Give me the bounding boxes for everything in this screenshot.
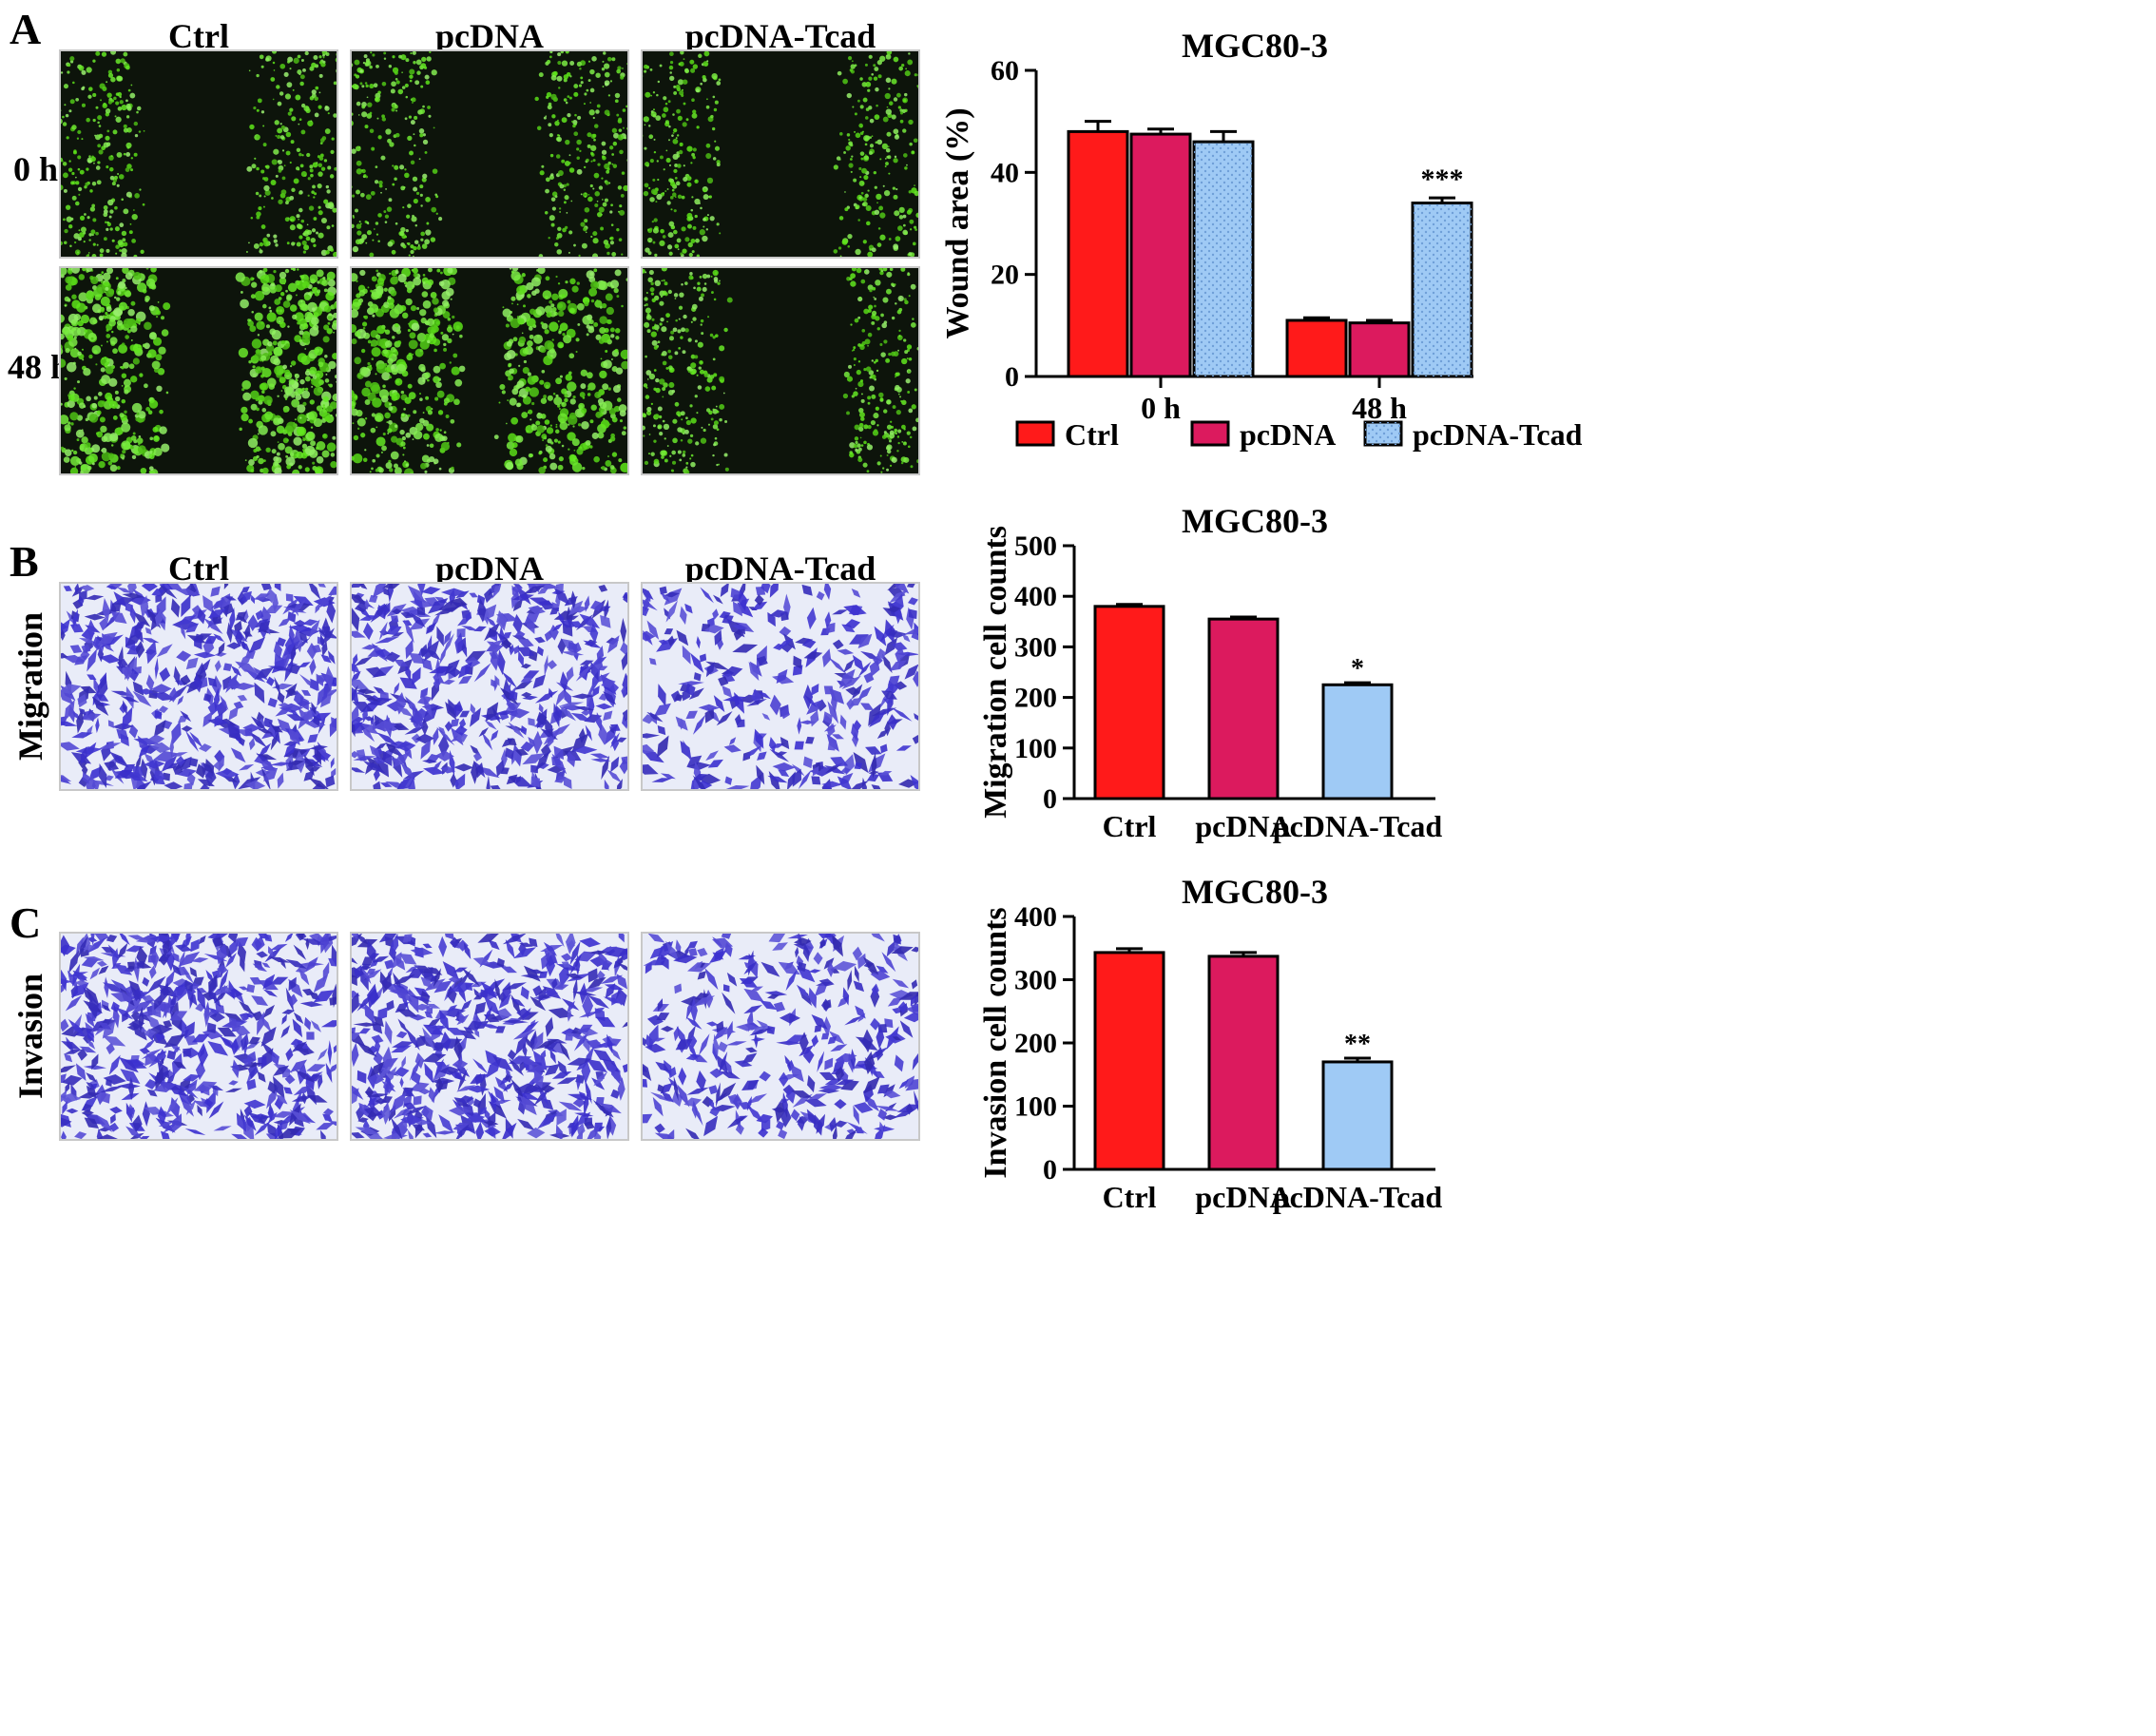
chart-wound-x-tick-label: 0 h xyxy=(1141,391,1181,425)
chart-migration-x-tick-label: Ctrl xyxy=(1103,809,1157,843)
col-label-pcdna: pcDNA xyxy=(435,17,544,55)
chart-invasion-x-tick-label: Ctrl xyxy=(1103,1180,1157,1214)
chart-migration-y-tick-label: 500 xyxy=(1014,530,1057,562)
invasion-image-pcdna-tcad xyxy=(641,932,920,1141)
chart-wound-title: MGC80-3 xyxy=(1182,27,1328,65)
chart-migration-y-tick-label: 300 xyxy=(1014,631,1057,663)
wound-image-pcdna-48h xyxy=(350,266,629,475)
chart-wound-y-tick-label: 40 xyxy=(991,157,1019,188)
chart-invasion-bar-1 xyxy=(1207,951,1280,1171)
wound-image-pcdna-tcad-0h xyxy=(641,49,920,259)
col-label-pcdna-tcad-b: pcDNA-Tcad xyxy=(684,550,876,588)
col-label-pcdna-b: pcDNA xyxy=(435,550,544,588)
chart-invasion-y-tick-label: 300 xyxy=(1014,965,1057,996)
chart-invasion-bar-0 xyxy=(1093,947,1165,1171)
chart-migration-y-axis-label: Migration cell counts xyxy=(978,526,1013,819)
chart-invasion-x-tick-label: pcDNA xyxy=(1195,1180,1291,1214)
migration-image-pcdna xyxy=(350,582,629,791)
chart-migration-y-tick-label: 200 xyxy=(1014,683,1057,714)
row-label-0h: 0 h xyxy=(13,150,59,188)
chart-migration-bar-2 xyxy=(1321,681,1394,800)
bar-pcdna-1 xyxy=(1348,318,1411,378)
chart-wound-area: MGC80-3 0 20 40 60 Wound area (%) 0 h *** 48 h Ct… xyxy=(940,27,1583,452)
col-label-pcdna-tcad: pcDNA-Tcad xyxy=(684,17,876,55)
chart-invasion-y-tick-label: 200 xyxy=(1014,1028,1057,1059)
chart-invasion-y-tick-label: 100 xyxy=(1014,1091,1057,1123)
chart-wound-y-tick-label: 60 xyxy=(991,55,1019,87)
chart-migration-y-tick-label: 100 xyxy=(1014,733,1057,764)
chart-invasion-y-tick-label: 400 xyxy=(1014,901,1057,933)
chart-wound-y-tick-label: 20 xyxy=(991,260,1019,291)
chart-migration-significance: * xyxy=(1351,654,1364,684)
chart-invasion-y-axis-label: Invasion cell counts xyxy=(978,907,1013,1178)
chart-invasion-title: MGC80-3 xyxy=(1182,873,1328,911)
legend-label-ctrl: Ctrl xyxy=(1065,417,1119,452)
migration-image-ctrl xyxy=(59,582,338,791)
row-label-invasion: Invasion xyxy=(11,973,49,1100)
panel-letter-c: C xyxy=(10,898,42,947)
chart-invasion-significance: ** xyxy=(1344,1030,1371,1059)
chart-wound-y-axis-label: Wound area (%) xyxy=(940,107,975,338)
chart-migration-y-tick-label: 0 xyxy=(1043,783,1057,815)
chart-wound-x-tick-label: 48 h xyxy=(1352,391,1407,425)
panel-letter-b: B xyxy=(10,537,39,586)
legend-label-pcdna-tcad: pcDNA-Tcad xyxy=(1413,417,1583,452)
chart-migration-bar-1 xyxy=(1207,615,1280,800)
chart-migration-bar-0 xyxy=(1093,603,1165,800)
bar-pcdna-0 xyxy=(1129,127,1192,378)
col-label-ctrl: Ctrl xyxy=(168,17,229,55)
chart-invasion-bar-2 xyxy=(1321,1056,1394,1171)
legend-label-pcdna: pcDNA xyxy=(1240,417,1336,452)
wound-image-ctrl-0h xyxy=(59,49,338,259)
legend-item-ctrl xyxy=(1015,420,1055,447)
chart-invasion-y-tick-label: 0 xyxy=(1043,1154,1057,1186)
row-label-migration: Migration xyxy=(11,612,49,761)
wound-image-pcdna-0h xyxy=(350,49,629,259)
chart-wound-y-tick-label: 0 xyxy=(1005,361,1019,393)
invasion-image-pcdna xyxy=(350,932,629,1141)
invasion-image-ctrl xyxy=(59,932,338,1141)
col-label-ctrl-b: Ctrl xyxy=(168,550,229,588)
bar-pcdna-tcad-0 xyxy=(1192,129,1255,378)
chart-migration-x-tick-label: pcDNA-Tcad xyxy=(1273,809,1443,843)
bar-pcdna-tcad-1 xyxy=(1411,196,1473,378)
migration-image-pcdna-tcad xyxy=(641,582,920,791)
legend-item-pcdna xyxy=(1190,420,1230,447)
chart-migration-y-tick-label: 400 xyxy=(1014,581,1057,612)
wound-image-pcdna-tcad-48h xyxy=(641,266,920,475)
chart-wound-significance: *** xyxy=(1421,164,1464,195)
panel-letter-a: A xyxy=(10,5,42,53)
bar-ctrl-0 xyxy=(1067,120,1129,378)
legend-item-pcdna-tcad xyxy=(1363,420,1403,447)
chart-invasion-x-tick-label: pcDNA-Tcad xyxy=(1273,1180,1443,1214)
bar-ctrl-1 xyxy=(1285,316,1348,378)
wound-image-ctrl-48h xyxy=(59,266,338,475)
chart-migration-title: MGC80-3 xyxy=(1182,502,1328,540)
chart-migration-x-tick-label: pcDNA xyxy=(1195,809,1291,843)
